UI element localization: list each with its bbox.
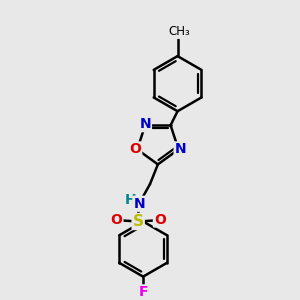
Text: O: O bbox=[111, 212, 122, 226]
Text: N: N bbox=[134, 197, 145, 211]
Text: F: F bbox=[138, 285, 148, 299]
Text: O: O bbox=[154, 212, 166, 226]
Text: S: S bbox=[133, 214, 144, 229]
Text: H: H bbox=[124, 193, 136, 207]
Text: CH₃: CH₃ bbox=[169, 25, 190, 38]
Text: N: N bbox=[175, 142, 186, 156]
Text: O: O bbox=[129, 142, 141, 156]
Text: N: N bbox=[139, 117, 151, 131]
